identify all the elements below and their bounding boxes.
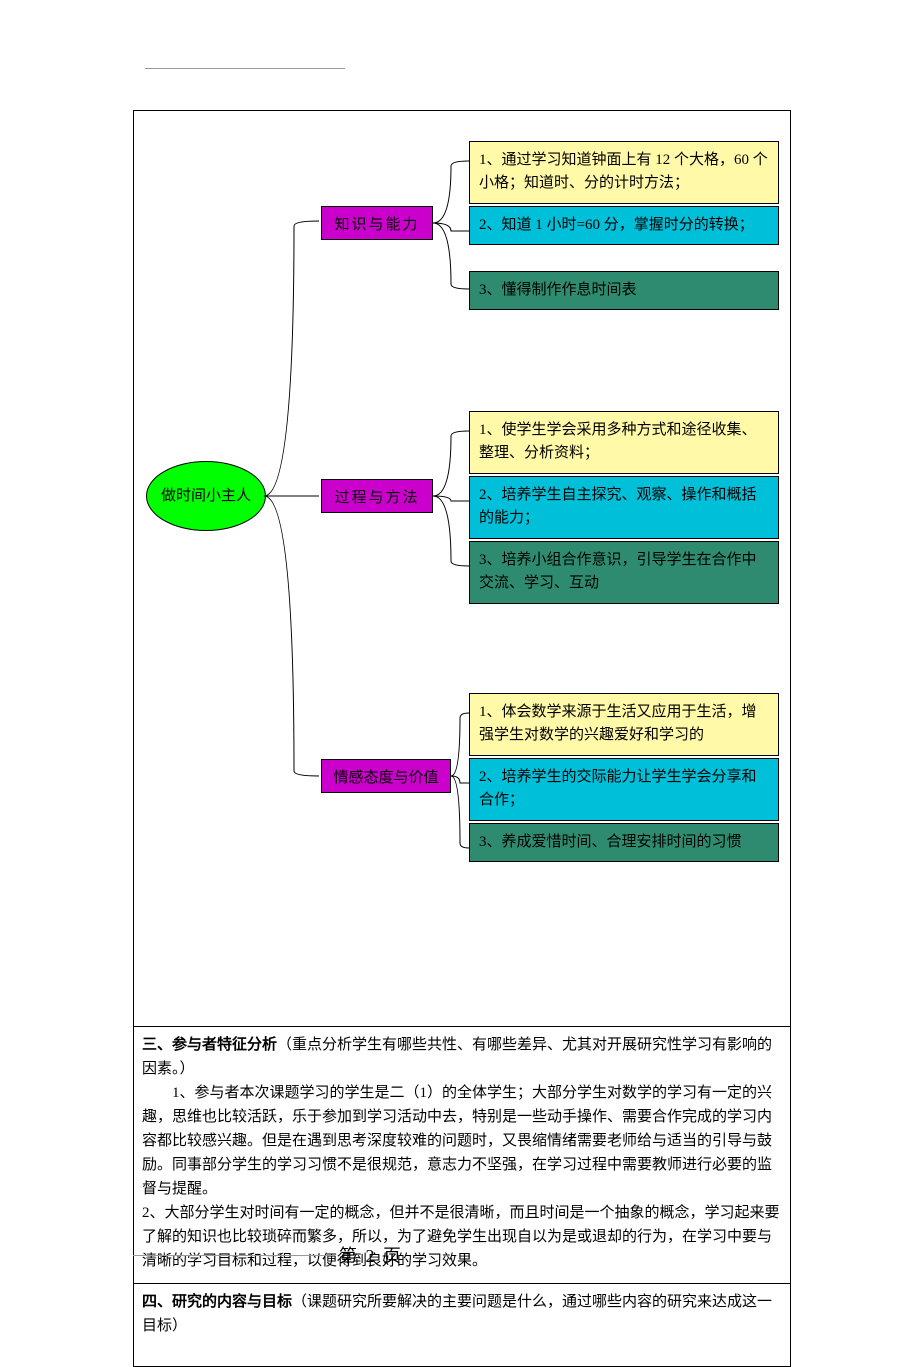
leaf-node: 1、使学生学会采用多种方式和途径收集、整理、分析资料； <box>469 411 779 474</box>
root-node: 做时间小主人 <box>146 461 266 531</box>
leaf-text: 3、养成爱惜时间、合理安排时间的习惯 <box>479 834 742 850</box>
page-number: 第 2 页 <box>339 1242 403 1268</box>
root-label: 做时间小主人 <box>161 486 251 507</box>
connector-c2-leaves <box>433 411 473 601</box>
category-attitude: 情感态度与价值 <box>321 759 451 793</box>
section-4-title: 四、研究的内容与目标 <box>142 1294 292 1310</box>
section-3-title: 三、参与者特征分析 <box>142 1037 277 1053</box>
category-knowledge: 知识与能力 <box>321 206 433 240</box>
leaf-text: 2、培养学生的交际能力让学生学会分享和合作； <box>479 769 757 808</box>
leaf-node: 3、懂得制作作息时间表 <box>469 271 779 310</box>
connector-root-to-categories <box>264 211 324 791</box>
leaf-node: 2、培养学生的交际能力让学生学会分享和合作； <box>469 758 779 821</box>
leaf-node: 3、养成爱惜时间、合理安排时间的习惯 <box>469 823 779 862</box>
section-4-heading: 四、研究的内容与目标（课题研究所要解决的主要问题是什么，通过哪些内容的研究来达成… <box>142 1290 782 1338</box>
leaf-node: 1、通过学习知道钟面上有 12 个大格，60 个小格；知道时、分的计时方法； <box>469 141 779 204</box>
leaf-node: 3、培养小组合作意识，引导学生在合作中交流、学习、互动 <box>469 541 779 604</box>
page-footer: 第 2 页 <box>133 1242 791 1268</box>
page-frame: 做时间小主人 知识与能力 过程与方法 情感态度与价值 <box>133 110 791 1367</box>
category-label: 知识与能力 <box>334 213 419 234</box>
leaf-node: 1、体会数学来源于生活又应用于生活，增强学生对数学的兴趣爱好和学习的 <box>469 693 779 756</box>
mindmap-diagram: 做时间小主人 知识与能力 过程与方法 情感态度与价值 <box>134 111 790 1026</box>
leaf-text: 1、使学生学会采用多种方式和途径收集、整理、分析资料； <box>479 422 757 461</box>
leaf-node: 2、培养学生自主探究、观察、操作和概括的能力； <box>469 476 779 539</box>
leaf-text: 2、知道 1 小时=60 分，掌握时分的转换； <box>479 217 754 233</box>
section-3-para1: 1、参与者本次课题学习的学生是二（1）的全体学生；大部分学生对数学的学习有一定的… <box>142 1081 782 1201</box>
footer-rule <box>133 1255 333 1256</box>
header-rule <box>145 68 345 69</box>
section-4: 四、研究的内容与目标（课题研究所要解决的主要问题是什么，通过哪些内容的研究来达成… <box>134 1283 790 1366</box>
leaf-text: 1、体会数学来源于生活又应用于生活，增强学生对数学的兴趣爱好和学习的 <box>479 704 757 743</box>
category-label: 过程与方法 <box>334 486 419 507</box>
leaf-text: 1、通过学习知道钟面上有 12 个大格，60 个小格；知道时、分的计时方法； <box>479 152 768 191</box>
leaf-text: 3、懂得制作作息时间表 <box>479 282 637 298</box>
category-process: 过程与方法 <box>321 479 433 513</box>
leaf-text: 3、培养小组合作意识，引导学生在合作中交流、学习、互动 <box>479 552 757 591</box>
section-3-heading: 三、参与者特征分析（重点分析学生有哪些共性、有哪些差异、尤其对开展研究性学习有影… <box>142 1033 782 1081</box>
leaf-text: 2、培养学生自主探究、观察、操作和概括的能力； <box>479 487 757 526</box>
leaf-node: 2、知道 1 小时=60 分，掌握时分的转换； <box>469 206 779 245</box>
connector-c1-leaves <box>433 141 473 311</box>
category-label: 情感态度与价值 <box>333 766 438 787</box>
